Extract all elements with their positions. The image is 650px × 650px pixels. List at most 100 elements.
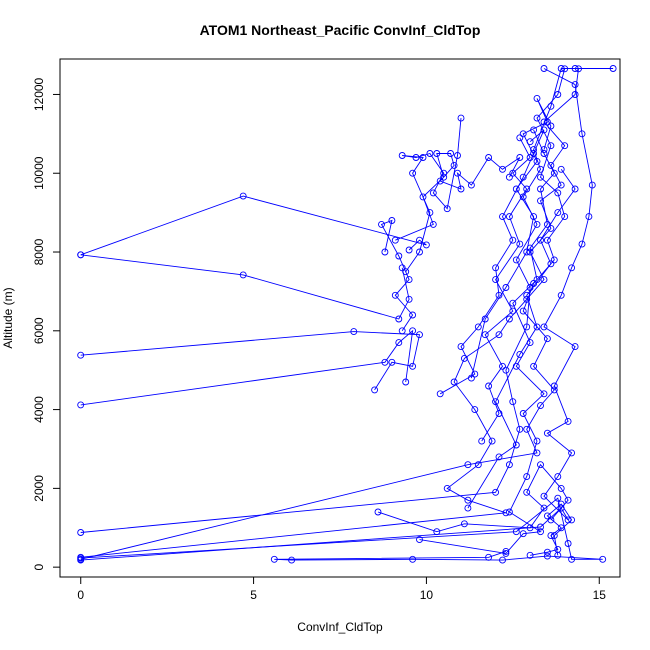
data-point <box>436 177 444 185</box>
data-point <box>516 154 524 161</box>
series-line <box>80 68 566 560</box>
data-point <box>519 530 527 538</box>
data-point <box>409 327 417 335</box>
data-point <box>543 552 551 560</box>
data-point <box>547 142 555 150</box>
data-point <box>457 343 465 351</box>
data-point <box>519 130 527 138</box>
y-axis-label: Altitude (m) <box>1 287 15 348</box>
data-point <box>492 276 500 284</box>
data-point <box>378 220 385 228</box>
data-point <box>419 193 427 201</box>
data-point <box>374 508 382 516</box>
data-point <box>460 520 468 528</box>
data-point <box>350 328 358 336</box>
data-point <box>564 417 572 425</box>
data-point <box>433 150 441 157</box>
data-point <box>512 441 520 449</box>
series-3 <box>77 328 423 394</box>
data-point <box>516 425 524 433</box>
data-point <box>426 150 434 157</box>
data-point <box>599 555 607 563</box>
data-point <box>568 516 576 524</box>
data-point <box>509 307 517 315</box>
data-point <box>395 252 403 260</box>
data-point <box>537 528 544 536</box>
y-tick-label: 0 <box>32 563 46 570</box>
series-14 <box>436 126 548 398</box>
data-point <box>464 461 472 469</box>
series-line <box>402 118 462 272</box>
data-point <box>495 410 503 417</box>
data-point <box>547 122 555 130</box>
series-6 <box>77 65 582 561</box>
series-17 <box>526 500 576 559</box>
series-line <box>80 68 593 561</box>
data-point <box>523 488 531 496</box>
data-point <box>554 91 562 98</box>
data-point <box>391 236 399 244</box>
data-point <box>530 150 538 157</box>
data-point <box>443 484 451 492</box>
data-point <box>523 185 531 193</box>
data-point <box>474 323 482 331</box>
data-point <box>533 94 541 102</box>
data-point <box>388 217 396 224</box>
data-point <box>523 323 531 331</box>
data-point <box>412 154 420 161</box>
data-point <box>526 154 534 161</box>
data-point <box>557 165 565 173</box>
data-point <box>454 152 461 159</box>
data-point <box>416 331 423 339</box>
data-point <box>505 508 513 516</box>
data-point <box>516 240 524 248</box>
data-point <box>519 173 527 181</box>
data-point <box>547 532 555 540</box>
data-point <box>543 335 551 343</box>
data-point <box>77 529 85 536</box>
data-point <box>509 169 517 177</box>
data-point <box>502 366 510 374</box>
data-point <box>457 114 465 122</box>
series-line <box>80 331 421 391</box>
data-point <box>537 461 544 469</box>
data-point <box>557 484 565 492</box>
series-2 <box>77 251 413 323</box>
data-point <box>537 523 544 531</box>
data-point <box>398 327 406 335</box>
data-point <box>571 65 579 72</box>
x-tick-label: 10 <box>420 588 434 602</box>
data-point <box>505 213 513 221</box>
series-4 <box>77 327 417 409</box>
series-5 <box>77 65 617 536</box>
data-point <box>409 555 417 563</box>
data-point <box>398 152 406 159</box>
data-point <box>426 209 434 217</box>
data-point <box>512 528 520 536</box>
data-point <box>540 504 548 512</box>
data-point <box>440 173 448 181</box>
data-point <box>523 425 531 433</box>
data-point <box>409 169 417 177</box>
data-point <box>499 556 506 564</box>
data-point <box>492 488 500 496</box>
data-point <box>516 350 524 358</box>
data-point <box>77 556 85 564</box>
data-point <box>422 241 430 249</box>
series-line <box>481 137 531 442</box>
data-point <box>371 386 379 394</box>
data-point <box>485 553 493 561</box>
data-point <box>537 173 544 181</box>
data-point <box>381 248 389 256</box>
data-point <box>547 260 555 268</box>
data-point <box>540 65 548 72</box>
data-point <box>557 65 565 72</box>
data-point <box>578 130 586 138</box>
series-line <box>380 219 414 332</box>
data-point <box>554 551 562 559</box>
data-point <box>502 284 510 291</box>
data-point <box>405 295 413 303</box>
series-11 <box>398 114 465 276</box>
data-point <box>519 410 527 417</box>
data-point <box>530 126 538 134</box>
